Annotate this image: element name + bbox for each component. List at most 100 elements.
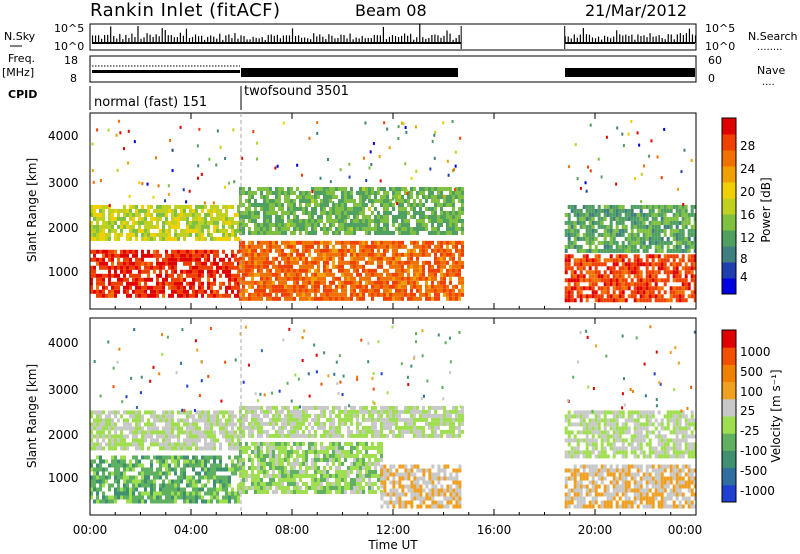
velocity-cell [238, 473, 242, 478]
power-cell [612, 216, 616, 221]
velocity-cell [159, 471, 162, 476]
velocity-cell [225, 491, 228, 496]
power-cell [286, 296, 290, 301]
velocity-cell [96, 446, 99, 451]
power-cell [168, 253, 171, 258]
power-cell [225, 265, 228, 270]
velocity-cell [274, 489, 278, 494]
power-cell [638, 143, 641, 147]
velocity-cell [171, 434, 174, 439]
power-cell [231, 224, 234, 229]
power-cell [108, 273, 111, 278]
power-cell [141, 293, 144, 298]
velocity-cell [325, 469, 329, 474]
power-cell [564, 248, 568, 253]
power-cell [627, 270, 631, 275]
velocity-cell [174, 463, 177, 468]
power-cell [603, 248, 607, 253]
velocity-cell [201, 475, 204, 480]
power-cell [156, 277, 159, 282]
power-cell [222, 220, 225, 225]
power-cell [162, 293, 165, 298]
power-cell [606, 290, 610, 295]
power-cell [373, 280, 377, 285]
power-cell [283, 276, 287, 281]
velocity-cell [177, 475, 180, 480]
power-cell [234, 273, 237, 278]
power-cell [244, 215, 248, 220]
velocity-cell [111, 410, 114, 415]
power-cell [669, 228, 673, 233]
power-cell [171, 257, 174, 262]
power-cell [678, 236, 682, 241]
velocity-cell [331, 473, 335, 478]
power-cell [397, 280, 401, 285]
power-cell [295, 284, 299, 289]
power-cell [198, 273, 201, 278]
velocity-cell [153, 438, 156, 443]
power-cell [579, 266, 583, 271]
power-cell [126, 249, 129, 254]
velocity-cell [247, 453, 251, 458]
power-cell [123, 208, 126, 213]
velocity-cell [310, 449, 314, 454]
velocity-cell [111, 442, 114, 447]
power-cell [403, 215, 407, 220]
power-cell [666, 274, 670, 279]
velocity-cell [204, 442, 207, 447]
power-cell [451, 296, 455, 301]
velocity-cell [138, 414, 141, 419]
velocity-cell [99, 463, 102, 468]
velocity-cell [177, 422, 180, 427]
power-cell [409, 264, 413, 269]
power-cell [286, 203, 290, 208]
power-cell [397, 296, 401, 301]
power-cell [114, 220, 117, 225]
power-cell [684, 220, 688, 225]
power-cell [277, 252, 281, 257]
power-cell [597, 208, 601, 213]
velocity-cell [237, 467, 240, 472]
power-cell [301, 288, 305, 293]
power-cell [391, 219, 395, 224]
power-cell [370, 227, 374, 232]
power-cell [391, 260, 395, 265]
power-cell [337, 215, 341, 220]
velocity-cell [234, 414, 237, 419]
power-cell [237, 289, 240, 294]
power-cell [316, 288, 320, 293]
power-cell [346, 240, 350, 245]
power-cell [403, 284, 407, 289]
power-cell [442, 248, 446, 253]
power-cell [406, 189, 409, 193]
power-cell [204, 253, 207, 258]
velocity-cell [207, 471, 210, 476]
power-cell [331, 191, 335, 196]
power-cell [385, 215, 389, 220]
power-cell [585, 262, 589, 267]
power-cell [612, 282, 616, 287]
velocity-cell [177, 410, 180, 415]
velocity-cell [171, 459, 174, 464]
velocity-cell [268, 473, 272, 478]
power-cell [442, 194, 445, 198]
power-cell [207, 253, 210, 258]
power-cell [183, 228, 186, 233]
power-cell [108, 216, 111, 221]
power-cell [277, 272, 281, 277]
velocity-cell [180, 430, 183, 435]
power-cell [663, 266, 667, 271]
velocity-cell [322, 469, 326, 474]
velocity-cell [126, 483, 129, 488]
power-cell [383, 121, 386, 125]
power-cell [298, 252, 302, 257]
power-cell [238, 288, 242, 293]
power-cell [300, 173, 303, 177]
power-cell [430, 215, 434, 220]
velocity-cell [186, 459, 189, 464]
velocity-cell [102, 410, 105, 415]
power-cell [630, 236, 634, 241]
power-cell [135, 204, 138, 209]
velocity-cell [376, 477, 380, 482]
velocity-cell [331, 461, 335, 466]
